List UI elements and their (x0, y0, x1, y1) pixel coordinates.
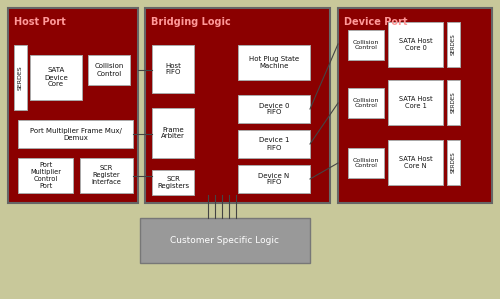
Text: Port Multiplier Frame Mux/
Demux: Port Multiplier Frame Mux/ Demux (30, 127, 122, 141)
Bar (14, 45, 27, 110)
Bar (238, 95, 310, 123)
Bar (348, 30, 384, 60)
Bar (388, 80, 443, 125)
Bar (88, 55, 130, 85)
Text: Host Port: Host Port (14, 17, 66, 27)
Bar (338, 8, 492, 203)
Text: Host
FIFO: Host FIFO (165, 62, 181, 76)
Bar (238, 45, 310, 80)
Text: Collision
Control: Collision Control (353, 39, 379, 51)
Text: SERDES: SERDES (18, 65, 22, 90)
Bar (152, 170, 194, 195)
Text: Device N
FIFO: Device N FIFO (258, 173, 290, 185)
Bar (30, 55, 82, 100)
Text: SERDES: SERDES (451, 91, 456, 113)
Text: SATA
Device
Core: SATA Device Core (44, 68, 68, 88)
Bar (388, 22, 443, 67)
Bar (18, 158, 73, 193)
Text: Collision
Control: Collision Control (353, 97, 379, 109)
Bar (348, 148, 384, 178)
Bar (18, 120, 133, 148)
Text: Collision
Control: Collision Control (353, 158, 379, 168)
Bar (447, 22, 460, 67)
Text: SERDES: SERDES (451, 33, 456, 55)
Bar (238, 165, 310, 193)
Bar (447, 140, 460, 185)
Bar (80, 158, 133, 193)
Text: Hot Plug State
Machine: Hot Plug State Machine (249, 56, 299, 69)
Text: SCR
Registers: SCR Registers (157, 176, 189, 189)
Bar (140, 218, 310, 263)
Bar (447, 80, 460, 125)
Text: SATA Host
Core 0: SATA Host Core 0 (398, 38, 432, 51)
Text: SATA Host
Core 1: SATA Host Core 1 (398, 96, 432, 109)
Text: Device 0
FIFO: Device 0 FIFO (259, 103, 289, 115)
Text: Device Port: Device Port (344, 17, 408, 27)
Bar (8, 8, 138, 203)
Text: Customer Specific Logic: Customer Specific Logic (170, 236, 280, 245)
Bar (348, 88, 384, 118)
Bar (145, 8, 330, 203)
Text: Device 1
FIFO: Device 1 FIFO (259, 138, 289, 150)
Text: Frame
Arbiter: Frame Arbiter (161, 126, 185, 140)
Text: Port
Multiplier
Control
Port: Port Multiplier Control Port (30, 162, 61, 189)
Text: Collision
Control: Collision Control (94, 63, 124, 77)
Bar (152, 108, 194, 158)
Bar (152, 45, 194, 93)
Bar (388, 140, 443, 185)
Text: Bridging Logic: Bridging Logic (151, 17, 231, 27)
Text: SATA Host
Core N: SATA Host Core N (398, 156, 432, 169)
Bar (238, 130, 310, 158)
Text: SERDES: SERDES (451, 152, 456, 173)
Text: SCR
Register
Interface: SCR Register Interface (92, 166, 122, 185)
